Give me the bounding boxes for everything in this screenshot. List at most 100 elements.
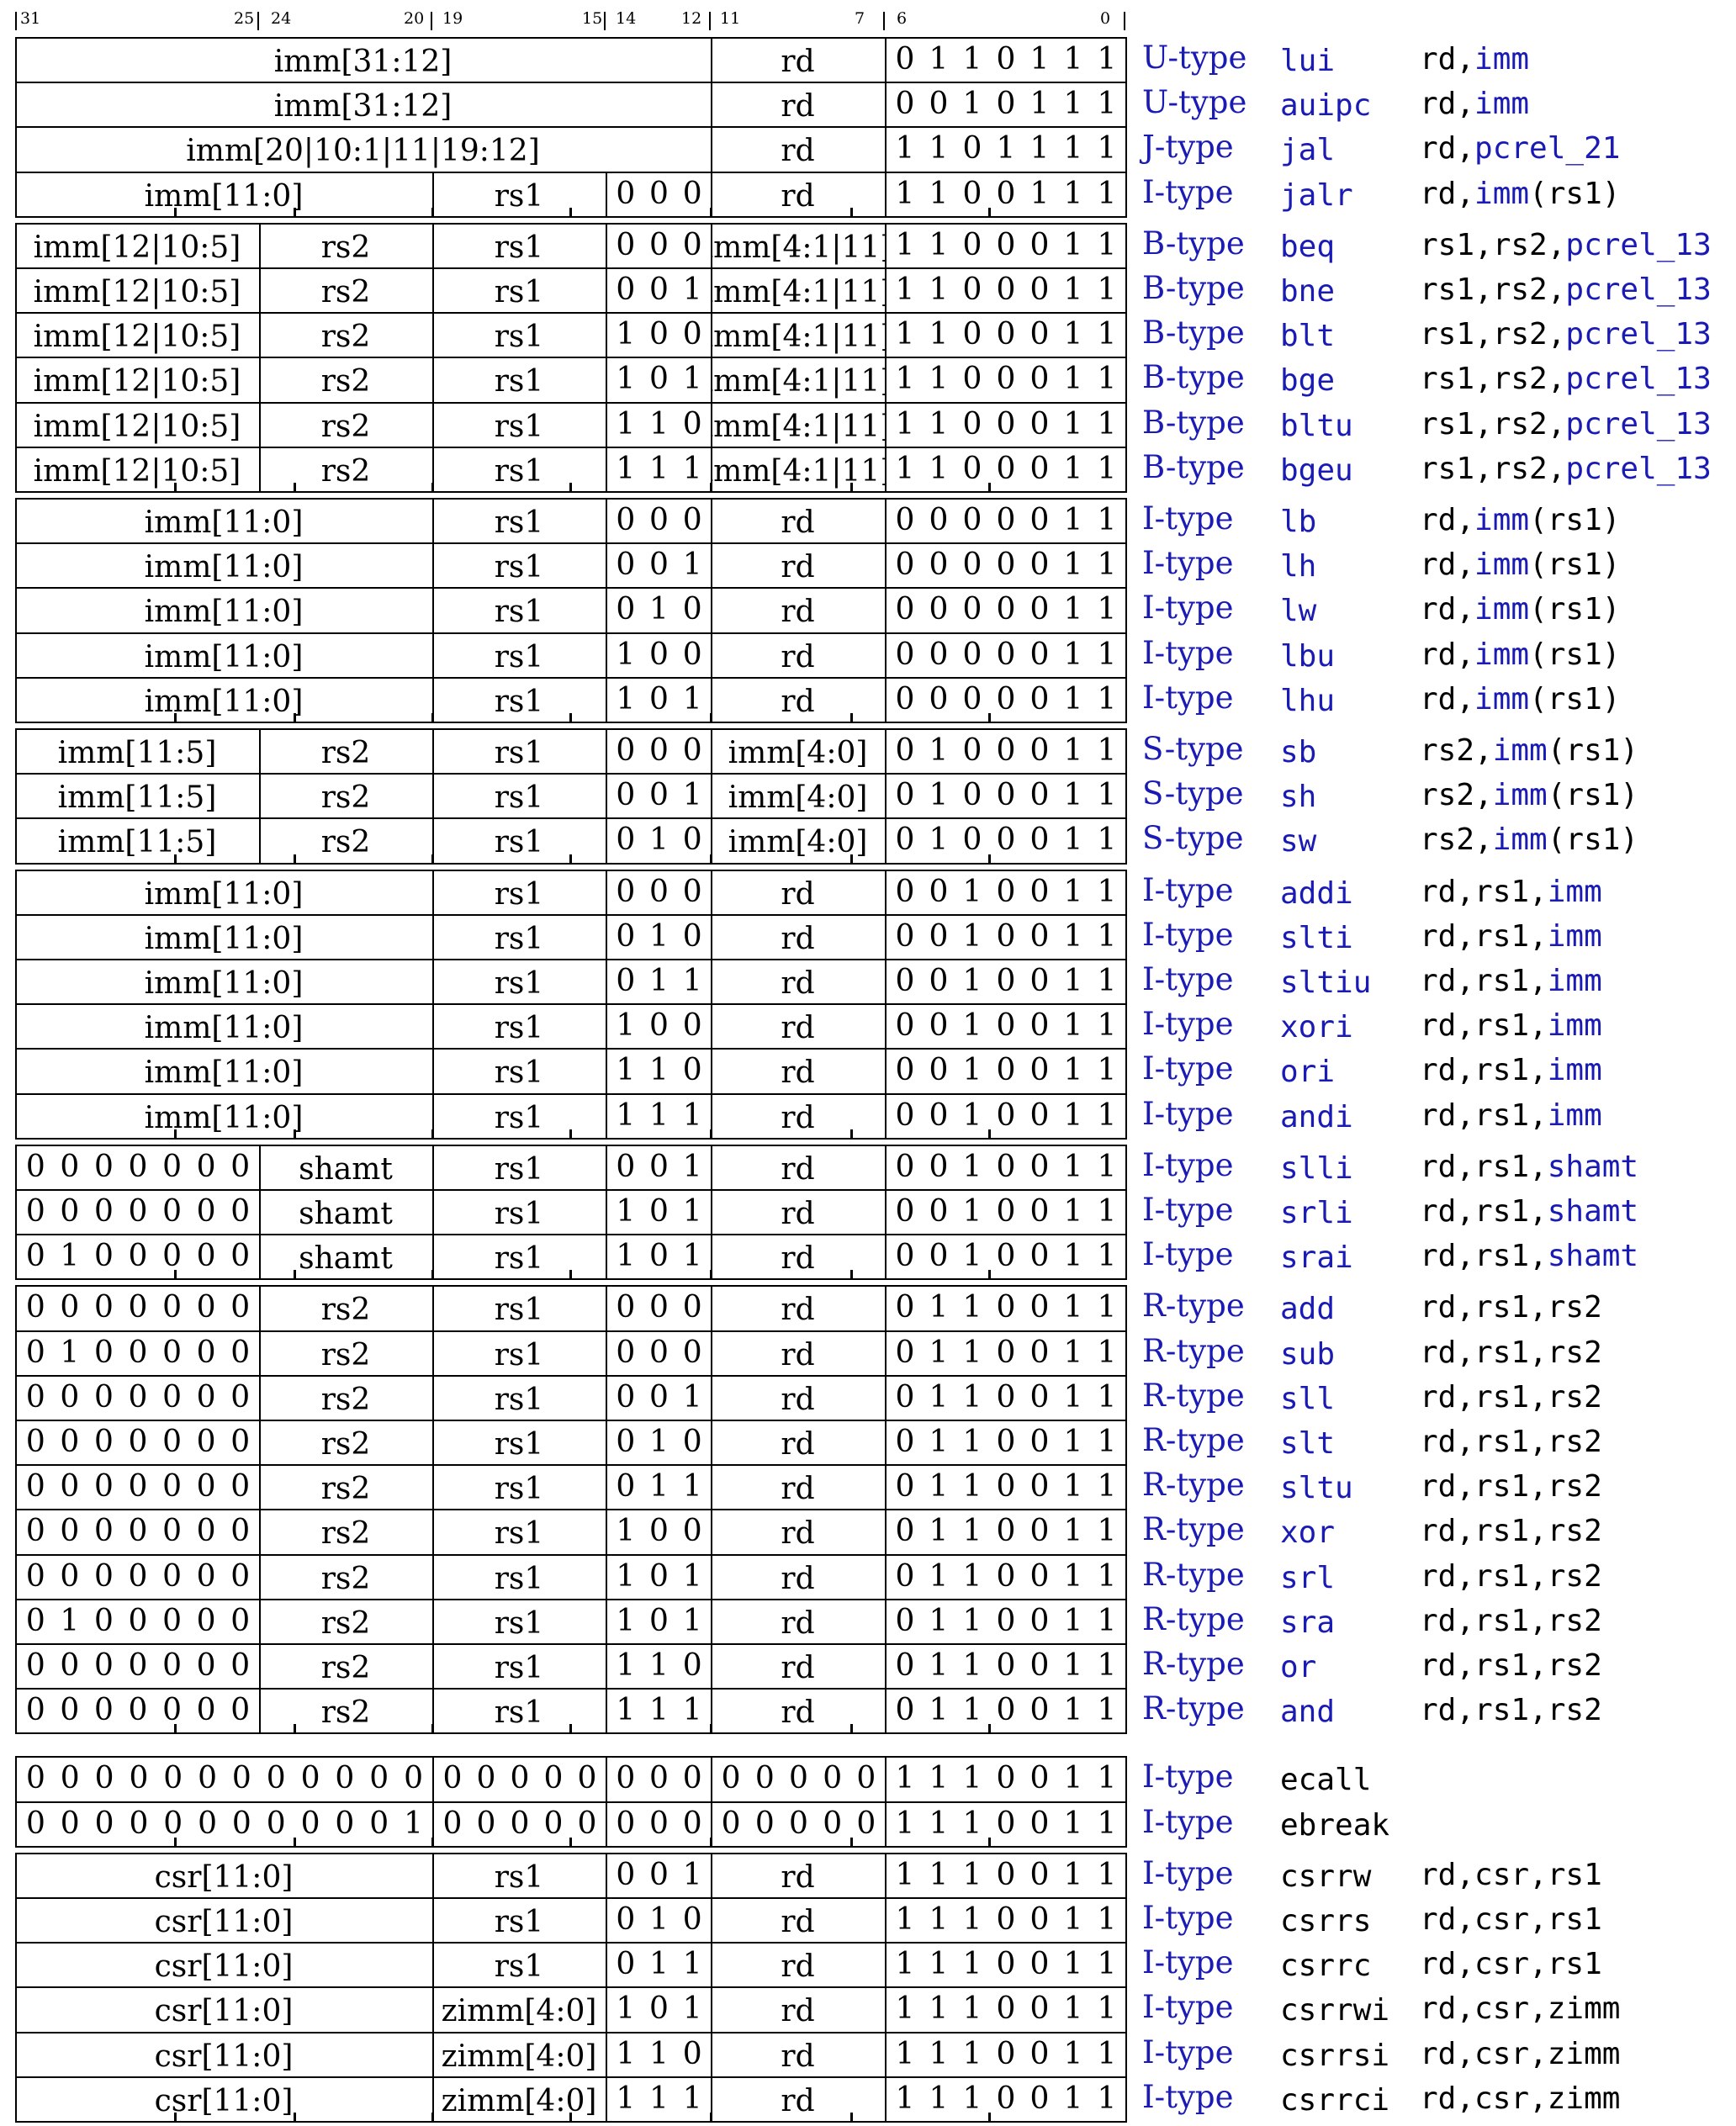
operand-link[interactable]: imm — [1474, 681, 1530, 717]
operand-link[interactable]: imm — [1474, 637, 1530, 672]
operand-link[interactable]: imm — [1547, 918, 1602, 954]
bit: 1 — [1029, 87, 1050, 122]
operand-link[interactable]: imm — [1492, 778, 1548, 813]
format-type: I-type — [1142, 679, 1234, 716]
field-divider — [885, 1003, 887, 1050]
operand-link[interactable]: shamt — [1547, 1239, 1639, 1274]
field-divider — [432, 267, 434, 315]
row-top-rule — [15, 498, 1127, 500]
table-left-edge — [15, 82, 17, 129]
bit-label: 0 — [1100, 9, 1111, 28]
bit: 0 — [929, 918, 949, 954]
group-foot-tick — [850, 1270, 853, 1281]
bit: 0 — [128, 1693, 148, 1728]
operand-text: rd,rs1, — [1420, 874, 1548, 909]
operands: rd,rs1,rs2 — [1420, 1643, 1736, 1688]
operand-link[interactable]: pcrel_13 — [1565, 451, 1712, 486]
operand-link[interactable]: imm — [1474, 87, 1530, 122]
field-divider — [259, 312, 261, 359]
bit: 0 — [929, 1239, 949, 1274]
format-type: I-type — [1142, 961, 1234, 998]
row-top-rule — [15, 171, 1127, 173]
bit: 1 — [1063, 1290, 1083, 1325]
bit-label: 25 — [234, 9, 255, 28]
format-type: R-type — [1142, 1600, 1245, 1637]
group-foot-tick — [174, 1129, 177, 1140]
bit: 0 — [230, 1290, 251, 1325]
operand-link[interactable]: shamt — [1547, 1149, 1639, 1184]
bit: 1 — [929, 733, 949, 769]
bit: 1 — [929, 406, 949, 442]
operand-link[interactable]: shamt — [1547, 1194, 1639, 1230]
field-divider — [711, 401, 712, 448]
operand-link[interactable]: imm — [1547, 1097, 1602, 1133]
field-divider — [606, 632, 607, 679]
operand-link[interactable]: pcrel_13 — [1565, 362, 1712, 397]
operand-link[interactable]: imm — [1547, 1008, 1602, 1044]
operand-link[interactable]: pcrel_21 — [1474, 131, 1621, 167]
field-divider — [1125, 1553, 1127, 1600]
bit: 0 — [231, 1761, 251, 1796]
bit: 1 — [895, 317, 915, 352]
field-rs1: rs1 — [494, 876, 544, 912]
group-foot-tick — [174, 1837, 177, 1848]
table-left-edge — [15, 587, 17, 634]
operands: rd,rs1,rs2 — [1420, 1509, 1736, 1553]
operand-link[interactable]: imm — [1474, 547, 1530, 583]
bit: 1 — [1063, 1558, 1083, 1594]
bit: 0 — [962, 362, 982, 397]
operand-link[interactable]: pcrel_13 — [1565, 406, 1712, 442]
group-foot-tick — [850, 713, 853, 723]
operand-link[interactable]: imm — [1474, 176, 1530, 211]
operand-link[interactable]: imm — [1492, 733, 1548, 769]
field-divider — [606, 1852, 607, 1899]
bit: 0 — [996, 451, 1016, 486]
field-rs2: rs2 — [320, 1382, 371, 1417]
field-divider — [711, 1643, 712, 1690]
bit: 0 — [616, 1379, 636, 1415]
bit: 0 — [649, 637, 669, 672]
operand-link[interactable]: pcrel_13 — [1565, 317, 1712, 352]
operand-link[interactable]: imm — [1547, 1053, 1602, 1088]
field-rs1: rs1 — [494, 966, 544, 1002]
operand-text: rs2, — [1420, 733, 1493, 769]
bit: 0 — [823, 1761, 843, 1796]
bit: 0 — [1029, 778, 1050, 813]
bit: 1 — [682, 362, 702, 397]
field-imm12: imm[11:0] — [144, 595, 304, 630]
bit: 0 — [616, 874, 636, 909]
operand-link[interactable]: imm — [1474, 592, 1530, 627]
table-left-edge — [15, 126, 17, 173]
operand-link[interactable]: imm — [1492, 822, 1548, 858]
field-divider — [606, 542, 607, 590]
operand-link[interactable]: imm — [1474, 42, 1530, 77]
operand-link[interactable]: imm — [1547, 964, 1602, 999]
group-foot-tick — [988, 713, 991, 723]
operand-text: rd, — [1420, 547, 1475, 583]
operand-link[interactable]: imm — [1547, 874, 1602, 909]
field-divider — [885, 542, 887, 590]
bit: 0 — [649, 1149, 669, 1184]
operand-text: rd,rs1, — [1420, 1008, 1548, 1044]
row-top-rule — [15, 126, 1127, 129]
operand-link[interactable]: pcrel_13 — [1565, 227, 1712, 262]
field-rd: rd — [781, 966, 815, 1002]
operand-link[interactable]: imm — [1474, 503, 1530, 538]
field-divider — [711, 1189, 712, 1236]
operand-link[interactable]: pcrel_13 — [1565, 272, 1712, 308]
field-f7: imm[12|10:5] — [33, 275, 241, 310]
field-rd: rd — [781, 1100, 815, 1135]
mnemonic: xori — [1280, 1010, 1353, 1045]
bit: 1 — [895, 406, 915, 442]
field-divider — [606, 1003, 607, 1050]
field-divider — [1125, 1374, 1127, 1421]
